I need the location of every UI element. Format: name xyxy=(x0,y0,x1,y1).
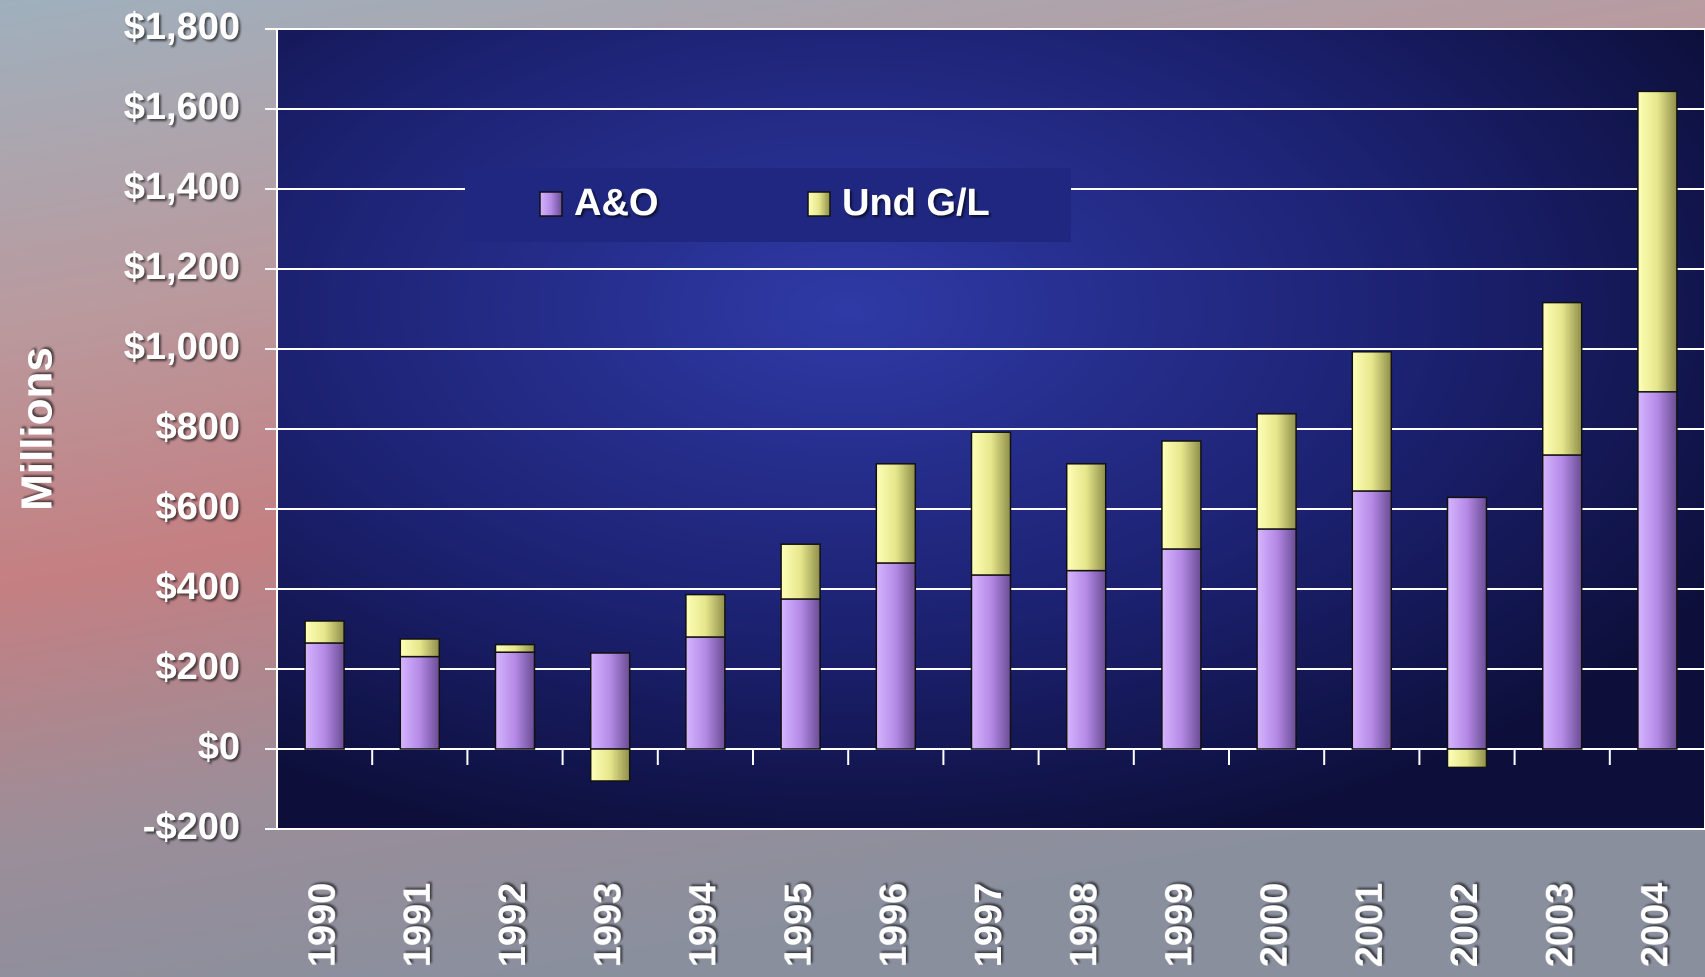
bar-segment xyxy=(1067,571,1106,749)
bar-segment xyxy=(1448,497,1487,749)
bar-segment xyxy=(591,749,630,781)
legend-swatch xyxy=(540,192,562,216)
chart: Millions -$200 $0 $200 $400 $600 $800 $1,000 $1… xyxy=(0,0,1705,977)
y-tick-label: $1,200 xyxy=(124,246,240,288)
bar-segment xyxy=(591,653,630,749)
y-tick-label: $800 xyxy=(155,406,240,448)
x-tick-label: 2001 xyxy=(1349,883,1391,968)
y-tick-label: $1,800 xyxy=(124,6,240,48)
bar-segment xyxy=(400,639,439,657)
bar-segment xyxy=(972,575,1011,749)
legend-label: A&O xyxy=(574,182,658,224)
x-tick-label: 1996 xyxy=(873,883,915,968)
y-axis-label: Millions xyxy=(13,347,62,511)
x-tick-label: 1992 xyxy=(492,883,534,968)
bar-segment xyxy=(1162,549,1201,749)
bar-segment xyxy=(876,563,915,749)
x-tick-label: 2000 xyxy=(1254,883,1296,968)
bar-segment xyxy=(1067,464,1106,571)
bar-segment xyxy=(1352,491,1391,749)
x-tick-label: 1993 xyxy=(587,883,629,968)
bar-segment xyxy=(400,657,439,749)
legend-swatch xyxy=(808,192,830,216)
y-tick-label: $1,000 xyxy=(124,326,240,368)
x-tick-label: 1994 xyxy=(682,883,724,968)
bar-segment xyxy=(496,652,535,749)
bar-segment xyxy=(781,544,820,599)
y-tick-label: $600 xyxy=(155,486,240,528)
x-tick-label: 1997 xyxy=(968,883,1010,968)
bar-segment xyxy=(1638,392,1677,749)
bar-segment xyxy=(1543,303,1582,455)
bar-segment xyxy=(1257,414,1296,529)
bar-segment xyxy=(1257,529,1296,749)
y-tick-label: $0 xyxy=(198,726,240,768)
x-tick-label: 2004 xyxy=(1634,883,1676,968)
x-tick-label: 2003 xyxy=(1539,883,1581,968)
bar-segment xyxy=(972,432,1011,575)
x-tick-label: 1999 xyxy=(1158,883,1200,968)
y-tick-label: $1,400 xyxy=(124,166,240,208)
bar-segment xyxy=(876,464,915,563)
bar-segment xyxy=(1448,749,1487,767)
bar-segment xyxy=(1638,91,1677,391)
x-tick-label: 1990 xyxy=(302,883,344,968)
y-tick-label: -$200 xyxy=(143,806,240,848)
bar-segment xyxy=(781,599,820,749)
x-tick-label: 1998 xyxy=(1063,883,1105,968)
x-tick-label: 1995 xyxy=(778,883,820,968)
bar-segment xyxy=(1162,441,1201,549)
bar-segment xyxy=(1352,352,1391,491)
y-tick-label: $1,600 xyxy=(124,86,240,128)
x-tick-label: 1991 xyxy=(397,883,439,968)
bar-segment xyxy=(686,637,725,749)
bar-segment xyxy=(1543,455,1582,749)
y-tick-label: $200 xyxy=(155,646,240,688)
bar-segment xyxy=(686,595,725,637)
x-tick-label: 2002 xyxy=(1444,883,1486,968)
bar-segment xyxy=(305,643,344,749)
bar-segment xyxy=(496,645,535,653)
bar-segment xyxy=(305,621,344,643)
legend-label: Und G/L xyxy=(842,182,990,224)
y-tick-label: $400 xyxy=(155,566,240,608)
